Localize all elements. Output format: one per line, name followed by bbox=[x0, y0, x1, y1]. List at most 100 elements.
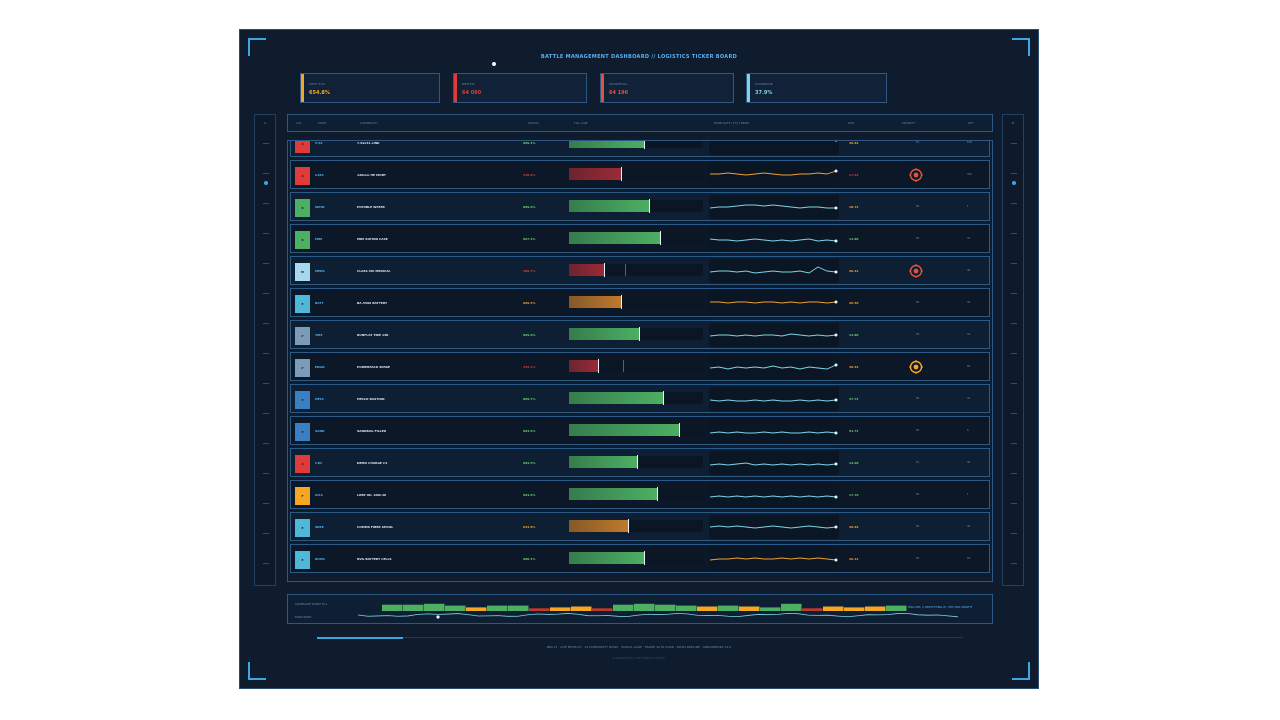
table-row[interactable]: F OILS LUBE OIL 10W-40 994.9% 17.70 P2 1 bbox=[290, 480, 990, 509]
fill-track bbox=[569, 551, 703, 565]
rail-tick bbox=[1011, 143, 1017, 144]
rail-tick bbox=[1011, 203, 1017, 204]
kpi-label: FORT FILL bbox=[309, 82, 326, 86]
fill-bar bbox=[569, 456, 638, 468]
table-row[interactable]: M MEDS CLASS VIII MEDICAL 480.7% 20.42 40 bbox=[290, 256, 990, 285]
fill-bar bbox=[569, 360, 599, 372]
aggregate-bar bbox=[592, 608, 613, 611]
burn-sparkline bbox=[709, 141, 839, 155]
sparkline-path bbox=[709, 557, 837, 561]
table-row[interactable]: E WIRE COMMS FIBER SPOOL 843.8% 28.82 P2 44 bbox=[290, 512, 990, 541]
aggregate-panel: AGGREGATE SUPPLY FILL BURN INDEX BRA BTL… bbox=[287, 594, 993, 624]
kpi-card-coverage[interactable]: COVERAGE 37.9% bbox=[746, 73, 887, 103]
aggregate-bar bbox=[529, 608, 550, 611]
alert-icon[interactable] bbox=[909, 168, 923, 182]
aggregate-bar bbox=[760, 607, 781, 611]
fill-cap bbox=[627, 519, 629, 533]
commodity-name: HESCO BASTION bbox=[357, 397, 385, 401]
table-row[interactable]: P ENGN POWERPACK SPARE 335.1% 30.54 83 bbox=[290, 352, 990, 381]
rail-tick bbox=[1011, 323, 1017, 324]
kpi-accent-bar bbox=[301, 74, 304, 102]
rail-tick bbox=[263, 413, 269, 414]
rail-tick bbox=[263, 353, 269, 354]
table-row[interactable]: E ROOD NVG BATTERY CELLS 986.4% 26.14 P3 22 bbox=[290, 544, 990, 573]
table-row[interactable]: R WATR POTABLE WATER 899.9% 18.74 P2 1 bbox=[290, 192, 990, 221]
progress-bar[interactable] bbox=[317, 637, 403, 639]
class-badge: E bbox=[295, 519, 310, 537]
rail-tick bbox=[263, 293, 269, 294]
aggregate-bar bbox=[781, 603, 802, 611]
fill-track bbox=[569, 199, 703, 213]
burn-sparkline bbox=[709, 483, 839, 507]
rail-position-icon[interactable] bbox=[1012, 181, 1016, 185]
commodity-code: WATR bbox=[315, 205, 325, 209]
priority-label: P1 bbox=[916, 461, 920, 464]
quantity: 22 bbox=[967, 557, 971, 560]
rail-tick bbox=[1011, 563, 1017, 564]
status-percent: 843.8% bbox=[523, 525, 536, 529]
commodity-name: RUNFLAT TIRE 14R bbox=[357, 333, 389, 337]
kpi-accent-bar bbox=[454, 74, 457, 102]
dashboard-frame: BATTLE MANAGEMENT DASHBOARD // LOGISTICS… bbox=[239, 29, 1039, 689]
aggregate-bar bbox=[445, 605, 466, 611]
class-badge: M bbox=[295, 263, 310, 281]
commodity-name: SANDBAG FILLED bbox=[357, 429, 387, 433]
commodity-name: POWERPACK SPARE bbox=[357, 365, 390, 369]
days-of-supply: 26.50 bbox=[849, 301, 859, 305]
ticker-table[interactable]: A 5.56 7.62x51 LINK 999.4% 30.82 P1 108 A A105 12… bbox=[287, 140, 993, 582]
table-row[interactable]: P TIRE RUNFLAT TIRE 14R 995.9% 14.80 P3 31 bbox=[290, 320, 990, 349]
fill-bar bbox=[569, 232, 661, 244]
priority-label: P3 bbox=[916, 333, 920, 336]
sparkline-end-dot bbox=[834, 141, 838, 142]
sector-readout: BRA BTL // DEPOTTING B / SECTOR NORTH bbox=[908, 605, 972, 609]
table-row[interactable]: R MRE MRE RATION CASE 967.3% 14.80 P3 31 bbox=[290, 224, 990, 253]
commodity-name: COMMS FIBER SPOOL bbox=[357, 525, 394, 529]
priority-label: P2 bbox=[916, 525, 920, 528]
left-scroll-rail[interactable]: A bbox=[254, 114, 276, 586]
kpi-card-deficit[interactable]: DEFICIT 64 090 bbox=[453, 73, 587, 103]
quantity: 83 bbox=[967, 365, 971, 368]
right-scroll-rail[interactable]: B bbox=[1002, 114, 1024, 586]
rail-tick bbox=[1011, 473, 1017, 474]
fill-cap bbox=[603, 263, 605, 277]
class-badge: E bbox=[295, 551, 310, 569]
commodity-name: POTABLE WATER bbox=[357, 205, 385, 209]
quantity: 6 bbox=[967, 429, 969, 432]
rail-tick bbox=[263, 233, 269, 234]
rail-tick bbox=[1011, 503, 1017, 504]
rail-position-icon[interactable] bbox=[264, 181, 268, 185]
fill-bar bbox=[569, 552, 645, 564]
fill-cap bbox=[644, 551, 646, 565]
table-row[interactable]: A A105 120mm HE MORT 318.6% 17.64 305 bbox=[290, 160, 990, 189]
rail-tick bbox=[1011, 293, 1017, 294]
table-row[interactable]: E HESC HESCO BASTION 869.7% 37.74 P2 41 bbox=[290, 384, 990, 413]
kpi-card-fort-fill[interactable]: FORT FILL 654.8% bbox=[300, 73, 440, 103]
burn-sparkline bbox=[709, 323, 839, 347]
days-of-supply: 26.14 bbox=[849, 557, 859, 561]
days-of-supply: 51.74 bbox=[849, 429, 859, 433]
table-row[interactable]: A C4N DEMO CHARGE C4 993.5% 14.60 P1 30 bbox=[290, 448, 990, 477]
fill-cap bbox=[638, 327, 640, 341]
fill-bar bbox=[569, 264, 604, 276]
kpi-card-shortfall[interactable]: SHORTFALL 64 196 bbox=[600, 73, 734, 103]
status-percent: 995.9% bbox=[523, 333, 536, 337]
table-row[interactable]: E BATT BA-5590 BATTERY 609.5% 26.50 P2 34 bbox=[290, 288, 990, 317]
fill-cap bbox=[598, 359, 600, 373]
kpi-value: 37.9% bbox=[755, 90, 773, 96]
status-percent: 967.3% bbox=[523, 237, 536, 241]
alert-icon[interactable] bbox=[909, 264, 923, 278]
col-header-cls: CLS bbox=[296, 122, 302, 125]
aggregate-bar bbox=[382, 604, 403, 611]
status-dot-icon bbox=[492, 62, 496, 66]
rail-tick bbox=[263, 533, 269, 534]
alert-icon[interactable] bbox=[909, 360, 923, 374]
rail-label: B bbox=[1011, 121, 1015, 125]
status-percent: 318.6% bbox=[523, 173, 536, 177]
table-row[interactable]: A 5.56 7.62x51 LINK 999.4% 30.82 P1 108 bbox=[290, 141, 990, 157]
table-row[interactable]: E SAND SANDBAG FILLED 993.6% 51.74 P3 6 bbox=[290, 416, 990, 445]
fill-cap bbox=[621, 167, 623, 181]
rail-label: A bbox=[263, 121, 267, 125]
days-of-supply: 37.74 bbox=[849, 397, 859, 401]
fill-cap bbox=[678, 423, 680, 437]
fill-track bbox=[569, 391, 703, 405]
